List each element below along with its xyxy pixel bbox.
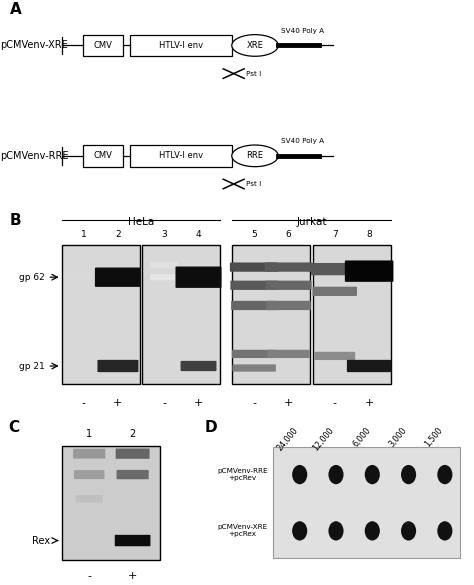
- Text: gp 62: gp 62: [19, 273, 45, 282]
- Text: A: A: [9, 2, 21, 17]
- FancyBboxPatch shape: [265, 263, 312, 272]
- Bar: [232, 245, 310, 384]
- Text: 5: 5: [251, 230, 257, 239]
- Text: pCMVenv-RRE: pCMVenv-RRE: [0, 151, 69, 161]
- Ellipse shape: [292, 521, 307, 541]
- FancyBboxPatch shape: [265, 281, 311, 290]
- Text: -: -: [87, 571, 91, 581]
- Text: 4: 4: [196, 230, 201, 239]
- Text: pCMVenv-XRE
+pcRex: pCMVenv-XRE +pcRex: [218, 524, 268, 538]
- Bar: [62, 245, 140, 384]
- Text: 8: 8: [366, 230, 372, 239]
- FancyBboxPatch shape: [175, 267, 221, 288]
- Text: 1: 1: [81, 230, 86, 239]
- Text: +: +: [194, 398, 203, 408]
- Ellipse shape: [292, 465, 307, 484]
- Text: CMV: CMV: [94, 41, 112, 50]
- Bar: [273, 447, 460, 558]
- FancyBboxPatch shape: [312, 287, 357, 296]
- FancyBboxPatch shape: [150, 274, 178, 280]
- Text: +: +: [113, 398, 123, 408]
- Text: 3: 3: [161, 230, 167, 239]
- Bar: [130, 145, 232, 167]
- Text: +: +: [128, 571, 137, 581]
- Text: RRE: RRE: [246, 152, 264, 160]
- Text: 7: 7: [332, 230, 337, 239]
- Text: -: -: [333, 398, 337, 408]
- Text: Jurkat: Jurkat: [296, 216, 327, 226]
- Ellipse shape: [401, 521, 416, 541]
- FancyBboxPatch shape: [232, 364, 276, 371]
- Bar: [62, 446, 160, 560]
- Ellipse shape: [328, 521, 344, 541]
- FancyBboxPatch shape: [116, 449, 150, 459]
- Text: SV40 Poly A: SV40 Poly A: [281, 27, 324, 33]
- FancyBboxPatch shape: [230, 263, 278, 272]
- Text: 2: 2: [115, 230, 121, 239]
- Text: Pst I: Pst I: [246, 71, 261, 77]
- FancyBboxPatch shape: [181, 361, 217, 371]
- FancyBboxPatch shape: [98, 360, 138, 372]
- Text: -: -: [252, 398, 256, 408]
- Text: HTLV-I env: HTLV-I env: [159, 41, 203, 50]
- Text: 12,000: 12,000: [311, 425, 336, 452]
- Text: Rex: Rex: [32, 535, 50, 546]
- Text: 3,000: 3,000: [387, 425, 409, 448]
- FancyBboxPatch shape: [266, 301, 311, 310]
- Text: +: +: [365, 398, 374, 408]
- Text: HeLa: HeLa: [128, 216, 154, 226]
- Text: HTLV-I env: HTLV-I env: [159, 152, 203, 160]
- Text: -: -: [82, 398, 85, 408]
- Text: 24,000: 24,000: [275, 425, 300, 452]
- FancyBboxPatch shape: [73, 449, 105, 459]
- Ellipse shape: [438, 465, 452, 484]
- FancyBboxPatch shape: [67, 273, 100, 281]
- Bar: [83, 35, 123, 56]
- Ellipse shape: [365, 465, 380, 484]
- Text: 6: 6: [286, 230, 292, 239]
- Ellipse shape: [328, 465, 344, 484]
- Text: C: C: [9, 420, 19, 435]
- Bar: [130, 35, 232, 56]
- Ellipse shape: [232, 145, 278, 167]
- FancyBboxPatch shape: [74, 470, 104, 479]
- Text: SV40 Poly A: SV40 Poly A: [281, 138, 324, 144]
- Text: CMV: CMV: [94, 152, 112, 160]
- FancyBboxPatch shape: [117, 470, 149, 479]
- Text: 1: 1: [86, 429, 92, 439]
- Text: gp 21: gp 21: [19, 362, 45, 370]
- Text: 6,000: 6,000: [351, 425, 372, 448]
- Ellipse shape: [365, 521, 380, 541]
- FancyBboxPatch shape: [232, 350, 276, 358]
- FancyBboxPatch shape: [314, 352, 355, 360]
- FancyBboxPatch shape: [311, 263, 358, 276]
- Text: pCMVenv-XRE: pCMVenv-XRE: [0, 40, 68, 50]
- FancyBboxPatch shape: [347, 360, 392, 372]
- Text: pCMVenv-RRE
+pcRev: pCMVenv-RRE +pcRev: [217, 468, 268, 481]
- Text: 2: 2: [129, 429, 136, 439]
- Text: XRE: XRE: [246, 41, 264, 50]
- Bar: [142, 245, 220, 384]
- FancyBboxPatch shape: [345, 260, 393, 282]
- Text: B: B: [9, 212, 21, 228]
- FancyBboxPatch shape: [267, 350, 310, 358]
- Ellipse shape: [232, 35, 278, 56]
- Text: -: -: [162, 398, 166, 408]
- Text: D: D: [205, 420, 217, 435]
- Text: +: +: [284, 398, 293, 408]
- FancyBboxPatch shape: [95, 267, 141, 287]
- Text: 1,500: 1,500: [423, 425, 445, 448]
- Ellipse shape: [401, 465, 416, 484]
- FancyBboxPatch shape: [230, 281, 278, 290]
- Bar: [83, 145, 123, 167]
- Bar: [313, 245, 391, 384]
- Ellipse shape: [438, 521, 452, 541]
- FancyBboxPatch shape: [231, 301, 277, 310]
- FancyBboxPatch shape: [115, 535, 150, 546]
- Text: Pst I: Pst I: [246, 181, 261, 187]
- FancyBboxPatch shape: [150, 262, 178, 268]
- FancyBboxPatch shape: [76, 495, 103, 503]
